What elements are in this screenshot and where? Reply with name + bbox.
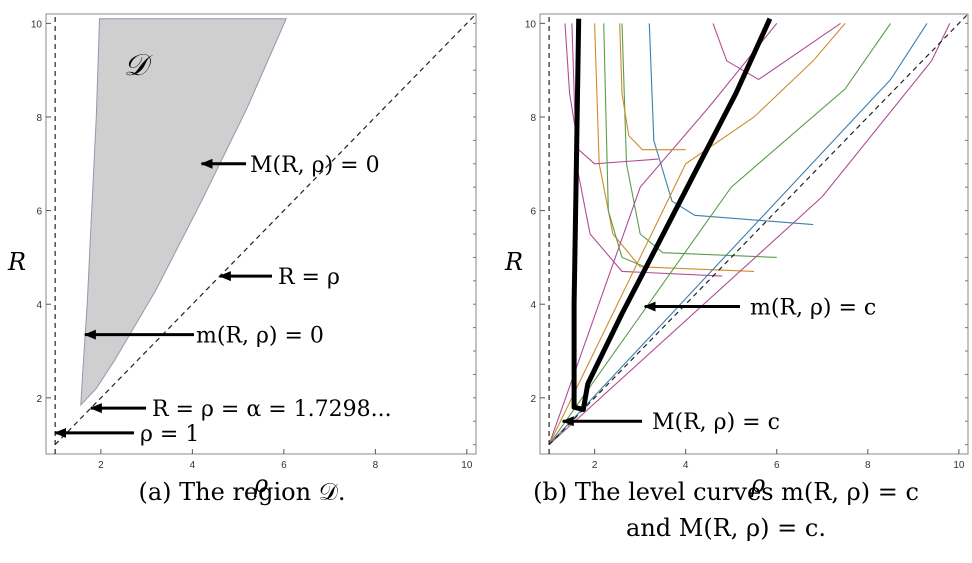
level-curve-m: [712, 22, 841, 81]
a-y-tick-label: 10: [31, 19, 43, 30]
a-y-tick-label: 4: [36, 300, 42, 311]
a-y-tick-label: 6: [36, 207, 42, 218]
thick-boundary-curve: [571, 17, 773, 412]
level-curve-M: [548, 23, 951, 446]
level-curve-m: [594, 23, 755, 272]
level-curve-transition: [619, 23, 686, 151]
annotation-label: R = ρ = α = 1.7298...: [152, 397, 392, 422]
b-x-tick-label: 2: [592, 460, 598, 471]
panel-b-x-axis-label: ρ: [750, 470, 765, 498]
annotation-label: ρ = 1: [140, 422, 199, 447]
panel-a-y-axis-label: R: [7, 248, 26, 276]
panel-b-annotations: m(R, ρ) = c M(R, ρ) = c: [561, 296, 876, 435]
annotation-label: M(R, ρ) = 0: [250, 153, 380, 178]
a-y-tick-label: 8: [36, 113, 42, 124]
a-x-tick-label: 10: [461, 460, 473, 471]
a-y-tick-label: 2: [36, 394, 42, 405]
r-equals-rho-line-b: [548, 13, 969, 446]
panel-a-ticks: 2 2 4 4 6 6 8 8 10 10: [31, 19, 476, 471]
annotation-label: M(R, ρ) = c: [652, 410, 780, 435]
b-x-tick-label: 4: [683, 460, 689, 471]
r-equals-rho-line: [54, 13, 477, 446]
annotation-label: m(R, ρ) = 0: [196, 324, 324, 349]
level-curves: [548, 22, 951, 446]
b-y-tick-label: 6: [530, 207, 536, 218]
level-curve-m: [648, 23, 814, 226]
a-x-tick-label: 2: [98, 460, 104, 471]
panel-a-annotations: M(R, ρ) = 0 R = ρ m(R, ρ) = 0 R = ρ = α = 1…: [54, 153, 392, 447]
panel-b-ticks: 2 2 4 4 6 6 8 8 10 10: [525, 19, 968, 471]
region-d-shading: [80, 18, 287, 407]
annotation-label: R = ρ: [278, 265, 340, 290]
b-y-tick-label: 2: [530, 394, 536, 405]
level-curve-M: [548, 23, 928, 445]
level-curve-M: [548, 23, 892, 445]
b-x-tick-label: 8: [865, 460, 871, 471]
a-x-tick-label: 4: [190, 460, 196, 471]
annotation-label: m(R, ρ) = c: [750, 296, 876, 321]
a-x-tick-label: 6: [281, 460, 287, 471]
panel-b-caption-line-2: and M(R, ρ) = c.: [626, 514, 826, 542]
level-curve-M: [548, 23, 846, 445]
a-x-tick-label: 8: [373, 460, 379, 471]
b-y-tick-label: 8: [530, 113, 536, 124]
panel-a-caption: (a) The region 𝒟.: [139, 478, 346, 506]
panel-b-caption-line-1: (b) The level curves m(R, ρ) = c: [533, 478, 919, 506]
level-curve-transition: [603, 23, 645, 268]
level-curve-M: [548, 23, 778, 445]
level-curve-m: [621, 23, 777, 258]
panel-a-x-axis-label: ρ: [253, 470, 268, 498]
b-y-tick-label: 10: [525, 19, 537, 30]
panel-b-y-axis-label: R: [504, 248, 523, 276]
b-y-tick-label: 4: [530, 300, 536, 311]
b-x-tick-label: 6: [774, 460, 780, 471]
b-x-tick-label: 10: [953, 460, 965, 471]
